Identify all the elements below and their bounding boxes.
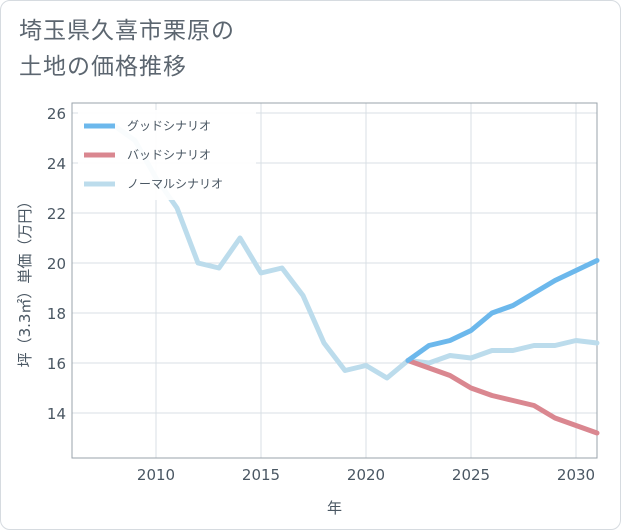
y-tick-label: 24 xyxy=(47,155,66,173)
series-line-0 xyxy=(405,258,600,363)
y-tick-label: 16 xyxy=(47,355,66,373)
chart-title: 埼玉県久喜市栗原の 土地の価格推移 xyxy=(19,13,579,85)
y-tick-label: 26 xyxy=(47,105,66,123)
series-line-1 xyxy=(405,358,600,436)
y-tick-label: 20 xyxy=(47,255,66,273)
chart-title-line-2: 土地の価格推移 xyxy=(19,54,187,80)
x-axis-title: 年 xyxy=(327,499,342,517)
y-tick-label: 18 xyxy=(47,305,66,323)
x-tick-label: 2015 xyxy=(242,466,280,484)
series-lines xyxy=(111,123,600,436)
grid-lines xyxy=(72,103,597,458)
tick-labels: 2010 2015 2020 2025 2030 14 16 18 20 22 24 26 xyxy=(47,105,595,484)
y-axis-title: 坪（3.3㎡）単価（万円） xyxy=(16,194,34,368)
legend-label-0: グッドシナリオ xyxy=(127,119,211,133)
x-tick-label: 2030 xyxy=(557,466,595,484)
series-line-2 xyxy=(111,123,600,381)
legend-label-1: バッドシナリオ xyxy=(127,148,211,162)
x-tick-label: 2025 xyxy=(452,466,490,484)
x-tick-label: 2020 xyxy=(347,466,385,484)
plot-area-frame xyxy=(71,102,598,459)
x-tick-label: 2010 xyxy=(137,466,175,484)
y-tick-label: 14 xyxy=(47,405,66,423)
y-tick-label: 22 xyxy=(47,205,66,223)
chart-title-line-1: 埼玉県久喜市栗原の xyxy=(19,18,235,44)
legend-label-2: ノーマルシナリオ xyxy=(127,177,223,191)
